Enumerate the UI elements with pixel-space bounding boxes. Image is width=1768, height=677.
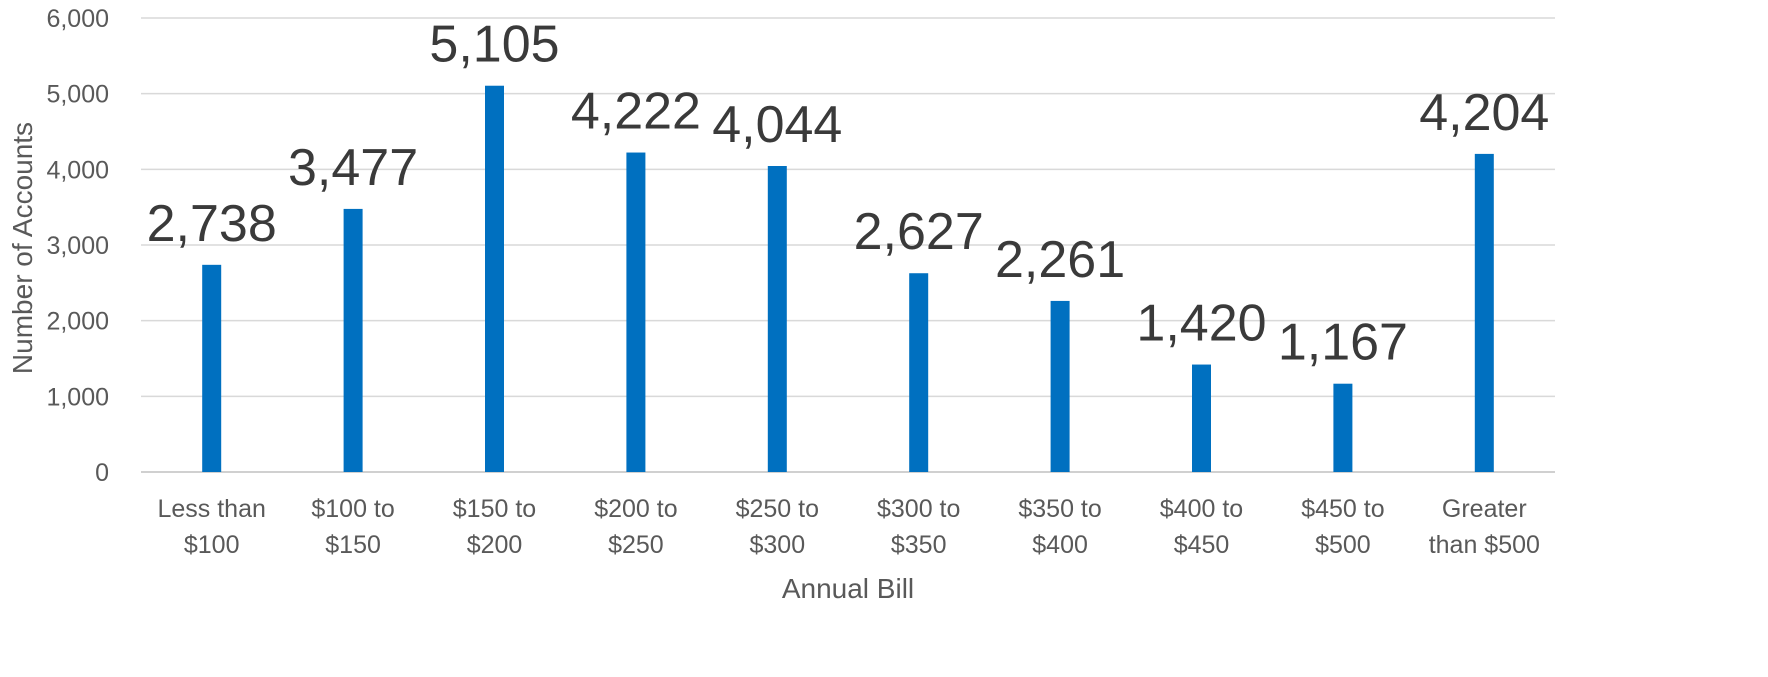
x-tick-label-line: $400	[1032, 531, 1088, 559]
y-tick-label: 0	[95, 459, 109, 487]
x-tick-label-line: Greater	[1442, 495, 1527, 523]
bar	[1192, 364, 1211, 472]
x-tick-label-line: $200 to	[594, 495, 677, 523]
x-tick-label-line: $250 to	[736, 495, 819, 523]
bar-value-label: 1,420	[1136, 295, 1266, 353]
x-tick-label-line: $150 to	[453, 495, 536, 523]
bar	[1474, 153, 1494, 472]
x-axis-ticks: Less than $100 $100 to $150 $150 to $200 $200 …	[157, 495, 1539, 559]
y-tick-label: 2,000	[46, 308, 109, 336]
x-tick-label: $200 to $250	[594, 495, 677, 559]
bar-value-label: 5,105	[429, 16, 559, 74]
x-tick-label: $450 to $500	[1301, 495, 1384, 559]
x-tick-label: $150 to $200	[453, 495, 536, 559]
bar	[909, 273, 929, 472]
x-tick-label-line: $350	[891, 531, 947, 559]
bar-value-label: 2,261	[995, 231, 1125, 289]
bar-value-label: 3,477	[288, 139, 418, 197]
y-tick-label: 5,000	[46, 81, 109, 109]
bar-value-label: 1,167	[1278, 314, 1408, 372]
bar-value-label: 4,222	[571, 83, 701, 141]
grid-layer	[141, 17, 1555, 473]
x-tick-label-line: $300 to	[877, 495, 960, 523]
x-tick-label-line: $300	[749, 531, 805, 559]
x-tick-label: $400 to $450	[1160, 495, 1243, 559]
bar	[1050, 300, 1070, 472]
bar-value-label: 4,204	[1419, 84, 1549, 142]
x-tick-label-line: than $500	[1429, 531, 1540, 559]
x-tick-label-line: $100	[184, 531, 240, 559]
bar	[485, 85, 504, 472]
bar	[626, 152, 646, 472]
x-tick-label-line: $250	[608, 531, 664, 559]
x-tick-label-line: $450	[1174, 531, 1230, 559]
x-tick-label-line: $100 to	[311, 495, 394, 523]
bar-value-label: 2,738	[147, 195, 277, 253]
x-tick-label: $100 to $150	[311, 495, 394, 559]
bar-layer	[202, 85, 1494, 473]
x-tick-label-line: $400 to	[1160, 495, 1243, 523]
bar	[767, 166, 787, 472]
x-tick-label-line: $350 to	[1018, 495, 1101, 523]
y-tick-label: 1,000	[46, 383, 109, 411]
bar-value-label: 2,627	[854, 203, 984, 261]
y-tick-label: 3,000	[46, 232, 109, 260]
x-tick-label-line: Less than	[157, 495, 265, 523]
bar	[202, 264, 222, 472]
x-tick-label-line: $500	[1315, 531, 1371, 559]
x-tick-label-line: $450 to	[1301, 495, 1384, 523]
bar	[343, 208, 363, 473]
y-tick-label: 4,000	[46, 156, 109, 184]
bar-value-label: 4,044	[712, 96, 842, 154]
x-tick-label-line: $200	[467, 531, 523, 559]
y-tick-label: 6,000	[46, 5, 109, 33]
x-axis-title: Annual Bill	[782, 573, 914, 604]
y-axis-ticks: 0 1,000 2,000 3,000 4,000 5,000 6,000	[46, 5, 109, 487]
x-tick-label-line: $150	[325, 531, 381, 559]
x-tick-label: $350 to $400	[1018, 495, 1101, 559]
y-axis-title: Number of Accounts	[7, 122, 38, 374]
x-tick-label: Less than $100	[157, 495, 265, 559]
bar	[1333, 383, 1353, 472]
x-tick-label: $250 to $300	[736, 495, 819, 559]
x-tick-label: $300 to $350	[877, 495, 960, 559]
x-tick-label: Greater than $500	[1429, 495, 1540, 559]
